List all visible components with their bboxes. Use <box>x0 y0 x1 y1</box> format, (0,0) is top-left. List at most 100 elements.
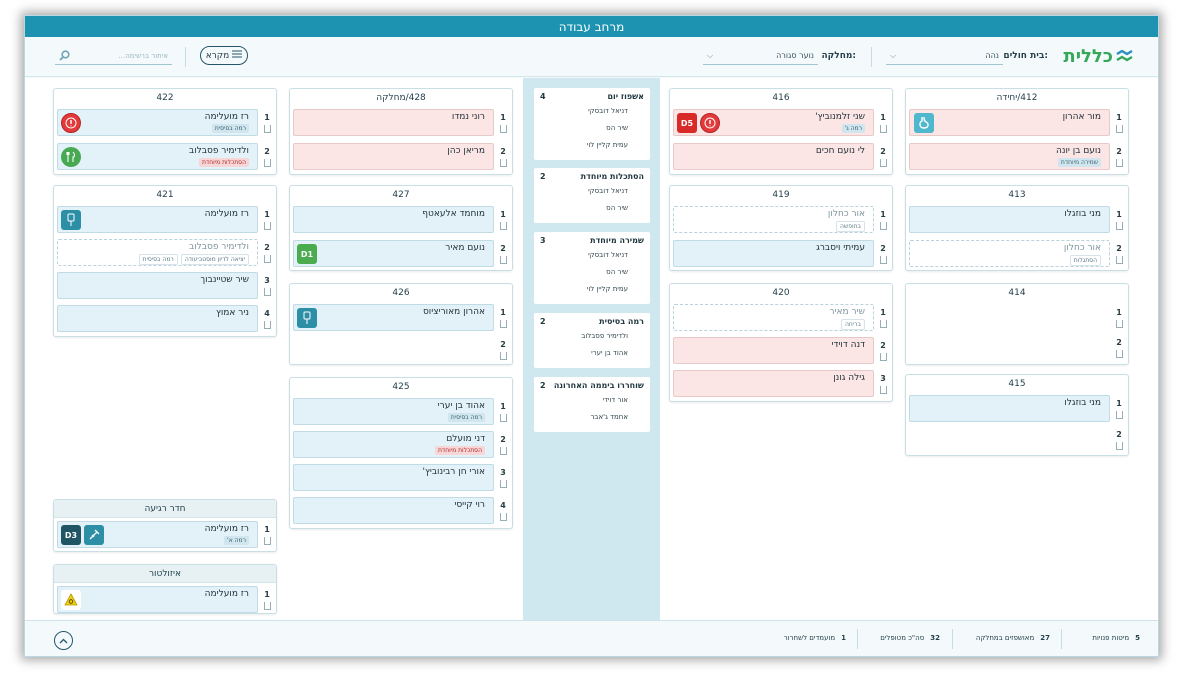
hospital-select[interactable]: נהה ⌵ <box>886 47 1003 65</box>
patient-card[interactable]: שיר שטיינבוך <box>57 272 258 299</box>
bed-1[interactable]: 1 רוני נמדו <box>288 109 512 136</box>
queue-special-observation[interactable]: הסתכלות מיוחדת 2 דניאל דובסקי שיר הס <box>534 168 650 223</box>
bed-2[interactable]: 2 ולדימיר פסבלוב יציאה לדיון מוסטביעודה … <box>52 239 276 266</box>
bed-1[interactable]: 1 אור כחלון בחופשה <box>668 206 892 233</box>
bed-2[interactable]: 2 עמיתי ויסברג <box>668 240 892 267</box>
patient-card[interactable]: שיר מאיר בריחה <box>673 304 874 331</box>
patient-card[interactable]: רז מועלימה רמה בסיסית <box>57 109 258 136</box>
patient-card[interactable]: רז מועלימה רמה א' D3 <box>57 521 258 548</box>
queue-item[interactable]: דניאל דובסקי <box>588 251 628 259</box>
bed-1[interactable]: 1 מני בוזגלו <box>904 206 1128 233</box>
bed-2[interactable]: 2 נועם מאיר D1 <box>288 240 512 267</box>
bed-2[interactable]: 2 מריאן כהן <box>288 143 512 170</box>
patient-card[interactable]: רז מועלימה <box>57 586 258 613</box>
patient-card[interactable]: מור אהרון <box>909 109 1110 136</box>
room-427[interactable]: 427 1 מוחמד אלעאטף 2 נועם מאיר D1 <box>289 185 513 271</box>
patient-card[interactable]: מריאן כהן <box>293 143 494 170</box>
room-426[interactable]: 426 1 אהרון מאוריציוס 2 <box>289 283 513 365</box>
bed-2[interactable]: 2 <box>288 336 512 363</box>
patient-card[interactable]: מוחמד אלעאטף <box>293 206 494 233</box>
patient-card[interactable]: שני זלמנוביץ' רמה ג' D5 <box>673 109 874 136</box>
patient-card[interactable]: עמיתי ויסברג <box>673 240 874 267</box>
search-field[interactable]: איתור ברשימה... <box>55 47 172 65</box>
queue-item[interactable]: שיר הס <box>606 268 628 276</box>
room-414[interactable]: 414 1 2 <box>905 283 1129 365</box>
bed-2[interactable]: 2 ולדימיר פסבלוב הסתכלות מיוחדת <box>52 143 276 170</box>
queue-item[interactable]: עמית קליין לוי <box>586 141 628 149</box>
room-415[interactable]: 415 1 מני בוזגלו 2 <box>905 374 1129 456</box>
bed-2[interactable]: 2 דנה דוידי <box>668 337 892 364</box>
bed-2[interactable]: 2 <box>904 426 1128 453</box>
queue-item[interactable]: שיר הס <box>606 124 628 132</box>
patient-card[interactable]: אהרון מאוריציוס <box>293 304 494 331</box>
patient-card[interactable]: אהוד בן יערי רמה בסיסית <box>293 398 494 425</box>
queue-day-hospitalization[interactable]: אשפוז יום 4 דניאל דובסקי שיר הס עמית קליי… <box>534 88 650 160</box>
room-412[interactable]: 412/יחידה 1 מור אהרון 2 נועם בן יונה שמי… <box>905 88 1129 175</box>
patient-card[interactable]: נועם מאיר D1 <box>293 240 494 267</box>
patient-card[interactable]: לי נועם חכים <box>673 143 874 170</box>
room-425[interactable]: 425 1 אהוד בן יערי רמה בסיסית 2 דני מועל… <box>289 377 513 529</box>
patient-card[interactable]: אור כחלון הסתגלות <box>909 240 1110 267</box>
bed-4[interactable]: 4 רוי קייסי <box>288 497 512 524</box>
patient-card[interactable]: דני מועלם הסתכלות מיוחדת <box>293 431 494 458</box>
bed-1[interactable]: 1 אהוד בן יערי רמה בסיסית <box>288 398 512 425</box>
bed-1[interactable]: 1 שיר מאיר בריחה <box>668 304 892 331</box>
queue-item[interactable]: אהוד בן יערי <box>591 349 628 357</box>
bed-1[interactable]: 1 מור אהרון <box>904 109 1128 136</box>
room-calm[interactable]: חדר רגיעה 1 רז מועלימה רמה א' D3 <box>53 499 277 552</box>
patient-card[interactable]: אורי חן רבינוביץ' <box>293 464 494 491</box>
bed-2[interactable]: 2 <box>904 334 1128 361</box>
bed-2[interactable]: 2 אור כחלון הסתגלות <box>904 240 1128 267</box>
search-icon[interactable] <box>59 46 70 65</box>
queue-item[interactable]: אור דוידי <box>602 396 628 404</box>
bed-3[interactable]: 3 שיר שטיינבוך <box>52 272 276 299</box>
bed-1[interactable]: 1 רז מועלימה <box>52 586 276 613</box>
room-421[interactable]: 421 1 רז מועלימה 2 ולדימיר פסבלוב יציאה <box>53 185 277 337</box>
bed-3[interactable]: 3 גילה גונן <box>668 370 892 397</box>
queue-item[interactable]: דניאל דובסקי <box>588 187 628 195</box>
room-416[interactable]: 416 1 שני זלמנוביץ' רמה ג' D5 2 לי נועם … <box>669 88 893 175</box>
queue-item[interactable]: עמית קליין לוי <box>586 285 628 293</box>
bed-1[interactable]: 1 רז מועלימה רמה בסיסית <box>52 109 276 136</box>
search-input[interactable]: איתור ברשימה... <box>118 51 168 60</box>
patient-card[interactable]: מני בוזגלו <box>909 395 1110 422</box>
patient-card[interactable]: נועם בן יונה שמירה מיוחדת <box>909 143 1110 170</box>
bed-1[interactable]: 1 <box>904 304 1128 331</box>
patient-card[interactable]: אור כחלון בחופשה <box>673 206 874 233</box>
bed-2[interactable]: 2 דני מועלם הסתכלות מיוחדת <box>288 431 512 458</box>
bed-1[interactable]: 1 רז מועלימה <box>52 206 276 233</box>
queue-item[interactable]: דניאל דובסקי <box>588 107 628 115</box>
queue-basic-level[interactable]: רמה בסיסית 2 ולדימיר פסבלוב אהוד בן יערי <box>534 313 650 368</box>
room-419[interactable]: 419 1 אור כחלון בחופשה 2 עמיתי ויסברג <box>669 185 893 271</box>
patient-card[interactable]: ולדימיר פסבלוב יציאה לדיון מוסטביעודה רמ… <box>57 239 258 266</box>
bed-2[interactable]: 2 לי נועם חכים <box>668 143 892 170</box>
room-420[interactable]: 420 1 שיר מאיר בריחה 2 דנה דוידי 3 <box>669 283 893 402</box>
bed-2[interactable]: 2 נועם בן יונה שמירה מיוחדת <box>904 143 1128 170</box>
room-isolation[interactable]: איזולטור 1 רז מועלימה <box>53 564 277 614</box>
queue-special-guard[interactable]: שמירה מיוחדת 3 דניאל דובסקי שיר הס עמית ק… <box>534 232 650 304</box>
patient-card[interactable]: ולדימיר פסבלוב הסתכלות מיוחדת <box>57 143 258 170</box>
queue-item[interactable]: ולדימיר פסבלוב <box>581 332 628 340</box>
patient-card[interactable]: רוי קייסי <box>293 497 494 524</box>
patient-card[interactable]: ניר אמוץ <box>57 305 258 332</box>
bed-1[interactable]: 1 שני זלמנוביץ' רמה ג' D5 <box>668 109 892 136</box>
patient-card[interactable]: רז מועלימה <box>57 206 258 233</box>
legend-button[interactable]: מקרא <box>200 46 248 65</box>
queue-discharged-last-day[interactable]: שוחררו ביממה האחרונה 2 אור דוידי אחמד ג'א… <box>534 377 650 432</box>
scroll-up-button[interactable] <box>54 631 73 650</box>
department-select[interactable]: נוער סגורה ⌵ <box>703 47 818 65</box>
queue-item[interactable]: שיר הס <box>606 204 628 212</box>
bed-1[interactable]: 1 אהרון מאוריציוס <box>288 304 512 331</box>
room-428[interactable]: 428/מחלקה 1 רוני נמדו 2 מריאן כהן <box>289 88 513 175</box>
patient-card[interactable]: מני בוזגלו <box>909 206 1110 233</box>
bed-3[interactable]: 3 אורי חן רבינוביץ' <box>288 464 512 491</box>
patient-card[interactable]: דנה דוידי <box>673 337 874 364</box>
bed-1[interactable]: 1 מני בוזגלו <box>904 395 1128 422</box>
room-422[interactable]: 422 1 רז מועלימה רמה בסיסית 2 ולדימיר פס… <box>53 88 277 175</box>
patient-card[interactable]: רוני נמדו <box>293 109 494 136</box>
room-413[interactable]: 413 1 מני בוזגלו 2 אור כחלון הסתגלות <box>905 185 1129 271</box>
bed-1[interactable]: 1 מוחמד אלעאטף <box>288 206 512 233</box>
patient-card[interactable]: גילה גונן <box>673 370 874 397</box>
queue-item[interactable]: אחמד ג'אבר <box>590 413 628 421</box>
bed-1[interactable]: 1 רז מועלימה רמה א' D3 <box>52 521 276 548</box>
